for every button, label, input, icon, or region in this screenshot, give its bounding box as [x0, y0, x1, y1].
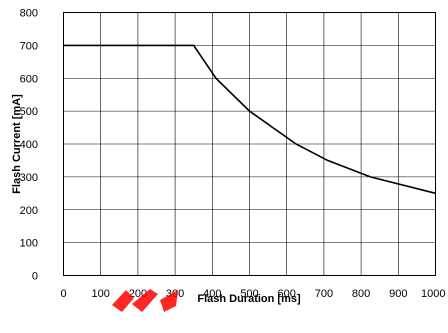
x-tick-label: 400	[203, 288, 221, 300]
x-tick-label: 100	[92, 288, 110, 300]
x-tick-label: 0	[60, 288, 66, 300]
series-layer	[63, 44, 436, 195]
y-tick-label: 500	[20, 106, 38, 118]
watermark-stroke-2	[132, 289, 158, 312]
plot-frame	[63, 12, 436, 276]
x-tick-label: 900	[389, 288, 407, 300]
x-tick-label: 1000	[421, 288, 445, 300]
series-line	[63, 44, 436, 195]
grid	[63, 12, 436, 276]
y-tick-labels: 0 100 200 300 400 500 600 700 800	[20, 8, 38, 283]
x-tick-label: 800	[352, 288, 370, 300]
y-axis-label: Flash Current [mA]	[11, 94, 23, 194]
y-tick-label: 800	[20, 8, 38, 20]
y-tick-label: 100	[20, 238, 38, 250]
x-axis-label: Flash Duration [ms]	[197, 293, 301, 305]
x-tick-label: 700	[315, 288, 333, 300]
y-tick-label: 400	[20, 139, 38, 151]
watermark-stroke-3	[160, 290, 178, 312]
y-tick-label: 0	[32, 271, 38, 283]
watermark-logo	[112, 289, 178, 312]
x-tick-label: 600	[278, 288, 296, 300]
y-tick-label: 200	[20, 205, 38, 217]
x-tick-label: 500	[240, 288, 258, 300]
watermark-stroke-1	[112, 290, 134, 312]
y-tick-label: 300	[20, 172, 38, 184]
x-tick-labels: 01002003004005006007008009001000	[60, 288, 445, 300]
y-tick-label: 700	[20, 40, 38, 52]
y-tick-label: 600	[20, 73, 38, 85]
